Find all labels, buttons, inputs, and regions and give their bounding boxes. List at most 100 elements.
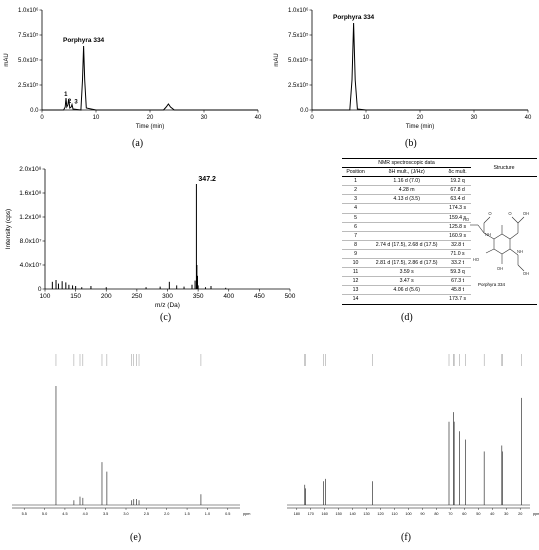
peak-label-1: 1 <box>64 92 68 98</box>
x-tick-label: 0 <box>40 115 44 121</box>
x-tick-label: 110 <box>392 512 398 516</box>
panel-d-nmr-table: NMR spectroscopic data Structure Positio… <box>300 155 539 330</box>
base-peak-label: 347.2 <box>198 176 216 183</box>
structure-bond <box>511 216 519 224</box>
cell-pos: 1 <box>342 176 370 187</box>
chromatogram-trace <box>312 22 528 111</box>
table-row: 14 173.7 s <box>342 294 537 305</box>
cell-c: 59.3 q <box>444 267 471 278</box>
cell-pos: 8 <box>342 240 370 250</box>
cell-pos: 9 <box>342 249 370 260</box>
structure-bond <box>483 232 495 240</box>
table-row: 9 71.0 s <box>342 249 537 260</box>
y-axis-label: mAU <box>274 53 280 66</box>
cell-pos: 7 <box>342 231 370 241</box>
panel-f-13c-nmr: 180 170 160 150 140 130 120 110 100 90 80 70 60 50 40 3… <box>275 340 539 550</box>
chart-f: 180 170 160 150 140 130 120 110 100 90 80 70 60 50 40 3… <box>287 354 539 516</box>
cell-h <box>369 231 445 241</box>
cell-h <box>369 294 445 305</box>
cell-h: 2.81 d (17.5), 2.86 d (17.5) <box>369 258 445 269</box>
cell-h <box>369 249 445 260</box>
caption-f: (f) <box>401 532 411 543</box>
structure-bond <box>485 248 495 254</box>
nmr-group-header: NMR spectroscopic data <box>342 157 471 168</box>
x-tick-label: 1.0 <box>205 512 210 516</box>
cell-pos: 2 <box>342 185 370 196</box>
col-delta-h: δH mult., (J/Hz) <box>369 167 445 178</box>
x-tick-label: 150 <box>336 512 342 516</box>
structure-bond <box>501 248 511 255</box>
structure-bond <box>493 233 503 240</box>
structure-bond <box>509 248 519 256</box>
x-tick-label: 170 <box>308 512 314 516</box>
cell-h: 1.16 d (7.0) <box>369 176 445 187</box>
caption-c: (c) <box>160 312 172 323</box>
y-tick-label: 0 <box>38 286 42 293</box>
x-tick-label: 140 <box>349 512 355 516</box>
chart-e: 5.5 5.0 4.5 4.0 3.5 3.0 2.5 2.0 1.5 1.0 0.5 ppm <box>12 354 250 516</box>
porphyra-334-structure: HO O NH OH HO NH OH OH O <box>463 211 529 276</box>
x-tick-label: 400 <box>223 293 234 300</box>
structure-bond <box>493 248 503 255</box>
x-tick-label: 90 <box>420 512 424 516</box>
table-row: 13 4.06 d (5.6) 45.8 t <box>342 285 537 296</box>
cell-c: 125.8 s <box>444 222 471 232</box>
cell-c: 67.8 d <box>444 185 471 196</box>
table-row: 1 1.16 d (7.0) 19.2 q <box>342 176 537 305</box>
cell-c: 160.9 s <box>444 231 471 241</box>
y-tick-label: 2.5x10⁵ <box>288 82 309 89</box>
nmr-data-table: NMR spectroscopic data Structure Positio… <box>342 157 537 305</box>
y-tick-label: 0.0 <box>30 108 39 114</box>
caption-e: (e) <box>130 532 142 543</box>
chart-b: 0 10 20 30 40 0.0 2.5x10⁵ 5.0x10⁵ 7.5x10⁵ 1.0x10⁶… <box>274 7 532 130</box>
x-tick-label: 20 <box>518 512 522 516</box>
structure-name: Porphyra 334 <box>478 282 506 287</box>
table-row: 7 160.9 s <box>342 231 537 241</box>
cell-h: 4.13 d (3.5) <box>369 194 445 205</box>
x-tick-label: 0.5 <box>225 512 230 516</box>
y-tick-label: 2.0x10⁸ <box>19 166 42 173</box>
y-tick-label: 1.6x10⁸ <box>19 190 42 197</box>
cell-h: 3.47 s <box>369 276 445 287</box>
x-tick-label: 500 <box>285 293 296 300</box>
cell-c: 63.4 d <box>444 194 471 205</box>
peak-label-3: 3 <box>74 100 78 106</box>
x-tick-label: 50 <box>476 512 480 516</box>
y-tick-label: 0.0 <box>300 108 309 114</box>
x-tick-label: 4.5 <box>62 512 67 516</box>
chart-a: 0 10 20 30 40 0.0 2.5x10⁵ 5.0x10⁵ 7.5x10⁵ 1.0x10⁶… <box>4 7 262 130</box>
peak-label-2: 2 <box>68 99 72 105</box>
x-tick-label: 3.0 <box>123 512 128 516</box>
cell-pos: 5 <box>342 213 370 223</box>
panel-a-chromatogram: 0 10 20 30 40 0.0 2.5x10⁵ 5.0x10⁵ 7.5x10⁵ 1.0x10⁶… <box>0 0 270 150</box>
cell-pos: 4 <box>342 203 370 214</box>
x-tick-label: 150 <box>70 293 81 300</box>
structure-bond <box>483 216 491 224</box>
caption-a: (a) <box>132 138 144 149</box>
y-tick-label: 1.2x10⁸ <box>19 214 42 221</box>
structure-bond <box>501 233 511 240</box>
x-tick-label: 250 <box>131 293 142 300</box>
cell-c: 71.0 s <box>444 249 471 260</box>
x-axis-label: Time (min) <box>406 124 434 130</box>
x-tick-label: 0 <box>310 115 314 121</box>
cell-h: 2.74 d (17.5), 2.68 d (17.5) <box>369 240 445 250</box>
col-delta-c: δc mult. <box>444 167 471 178</box>
x-axis-label: ppm <box>533 512 539 516</box>
cell-pos: 3 <box>342 194 370 205</box>
cell-pos: 11 <box>342 267 370 278</box>
table-row: 11 3.59 s 59.3 q <box>342 267 537 278</box>
x-axis-label: Time (min) <box>136 124 164 130</box>
y-axis-label: Intensity (cps) <box>5 209 12 249</box>
y-tick-label: 4.0x10⁷ <box>20 262 43 269</box>
x-tick-label: 180 <box>294 512 300 516</box>
structure-cell <box>471 176 537 305</box>
structure-atom-label: OH <box>523 211 529 216</box>
structure-bond <box>517 264 525 272</box>
structure-atom-label: OH <box>497 266 503 271</box>
x-tick-label: 160 <box>322 512 328 516</box>
table-row: 12 3.47 s 67.3 t <box>342 276 537 287</box>
x-tick-label: 130 <box>363 512 369 516</box>
x-tick-label: 3.5 <box>103 512 108 516</box>
cell-c: 19.2 q <box>444 176 471 187</box>
